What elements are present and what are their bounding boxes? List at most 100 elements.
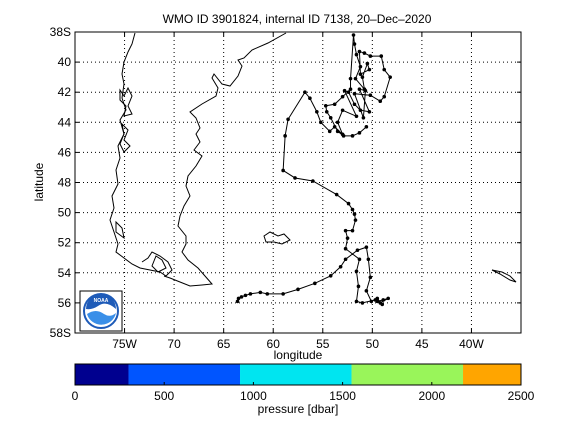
profile-point [308,96,312,101]
colorbar-tick-label: 500 [154,389,174,403]
profile-point [340,108,345,113]
profile-point [381,298,386,302]
colorbar-tick-label: 2500 [508,389,535,403]
profile-point [357,131,362,135]
profile-point [355,248,360,253]
profile-point [382,67,387,72]
colorbar-segment-1 [128,364,241,385]
profile-point [265,292,270,296]
colorbar-tick-label: 2000 [418,389,445,403]
profile-point [332,125,337,129]
profile-point [341,134,346,138]
profile-point [368,275,373,280]
profile-point [368,54,373,58]
profile-point [382,94,387,99]
profile-point [315,109,319,114]
profile-point [352,91,357,96]
profile-point [350,207,355,212]
profile-point [357,87,362,91]
profile-point [364,245,369,250]
profile-point [360,75,365,79]
colorbar-segment-4 [463,364,521,385]
profile-point [350,134,355,138]
profile-point [286,117,290,122]
logo-text: NOAA [94,298,109,304]
x-tick-label: 75W [112,337,137,351]
profile-point [313,281,317,286]
profile-point [340,94,345,99]
profile-point [367,67,372,72]
profile-point [352,102,357,107]
profile-point [328,115,333,120]
profile-point [354,299,359,304]
colorbar-tick-label: 0 [72,389,79,403]
profile-point [239,295,244,299]
colorbar-segment-0 [75,364,129,385]
profile-point [303,90,307,94]
profile-point [352,42,357,46]
x-tick-label: 60 [267,337,281,351]
profile-point [323,103,328,108]
profile-point [335,120,340,125]
profile-point [311,179,315,183]
logo-bird [94,305,110,310]
profile-point [343,228,348,233]
profile-point [283,134,287,138]
profile-point [346,90,351,94]
profile-point [324,109,329,114]
y-tick-label: 40 [58,55,72,69]
profile-point [378,99,383,104]
profile-point [296,287,300,292]
profile-point [357,49,362,54]
colorbar-segment-2 [240,364,352,385]
profile-point [360,301,365,305]
profile-point [281,168,285,173]
map-axes [75,32,521,333]
profile-point [362,87,367,91]
colorbar-tick-label: 1000 [240,389,267,403]
profile-point [343,246,348,251]
profile-point [334,192,339,197]
profile-point [358,72,363,76]
profile-point [364,289,369,293]
profile-point [368,93,373,98]
profile-point [378,301,383,305]
profile-point [243,293,248,298]
profile-point [354,114,359,119]
x-tick-label: 70 [167,337,181,351]
profile-point [293,176,297,180]
profile-point [342,88,347,93]
map-title: WMO ID 3901824, internal ID 7138, 20–Dec… [163,12,432,26]
colorbar-tick-label: 1500 [329,389,356,403]
profile-point [235,299,240,304]
profile-point [358,64,363,69]
profile-point [350,228,355,233]
profile-point [367,109,372,114]
profile-point [328,274,333,278]
logo-sky [86,294,116,310]
y-axis-label: latitude [32,162,46,201]
y-tick-label: 42 [58,85,72,99]
profile-point [351,33,356,37]
profile-point [379,54,384,58]
noaa-logo: NOAA [79,290,123,332]
profile-point [346,201,351,206]
profile-point [354,52,359,57]
colorbar-label: pressure [dbar] [258,402,339,416]
y-axis-ticks: 38S 40 42 44 46 48 50 52 54 56 58S [50,25,521,340]
profile-point [348,87,353,91]
profile-point [362,51,367,55]
profile-point [343,257,348,262]
x-axis-ticks: 75W 70 65 60 55 50 45 40W [112,32,484,351]
profile-point [366,257,371,262]
x-axis-label: longitude [274,348,323,362]
profile-point [356,284,361,289]
logo-sea [87,311,116,325]
profile-point [248,292,253,296]
colorbar-ticks: 0 500 1000 1500 2000 2500 [72,382,535,403]
profile-point [281,292,285,296]
colorbar-segment-3 [351,364,464,385]
profile-point [365,61,370,66]
profile-point [318,120,323,125]
y-tick-label: 58S [50,326,71,340]
